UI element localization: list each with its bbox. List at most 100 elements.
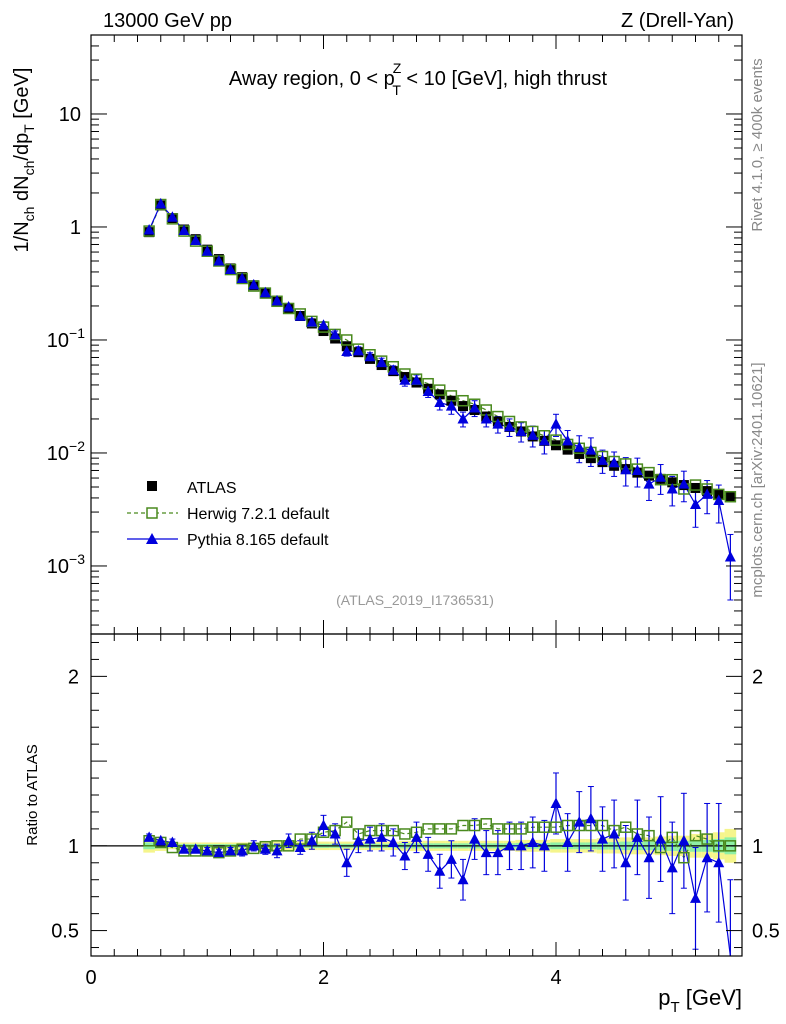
ratio-pythia-point <box>620 856 632 868</box>
pythia-point <box>631 464 643 475</box>
main-y-tick-label-base: 10 <box>47 443 69 465</box>
ratio-pythia-point <box>283 834 295 846</box>
pythia-point <box>236 272 248 283</box>
main-y-tick-label: 10−1 <box>47 325 85 352</box>
ratio-herwig-point <box>527 821 539 833</box>
ratio-pythia-point <box>643 851 655 863</box>
main-ylabel-p1: 1/N <box>11 221 33 252</box>
plot-title: Away region, 0 < pZ T < 10 [GeV], high th… <box>229 60 608 98</box>
pythia-point <box>352 344 364 356</box>
rivet-label: Rivet 4.1.0, ≥ 400k events <box>749 58 766 231</box>
pythia-point <box>318 319 329 330</box>
main-ylabel-p5: /dp <box>11 133 33 161</box>
pythia-point <box>713 494 725 505</box>
pythia-point <box>597 454 608 465</box>
ratio-pythia-point <box>538 839 550 851</box>
main-ylabel-p6: T <box>21 124 37 133</box>
ratio-panel-frame <box>90 633 743 957</box>
herwig-point <box>550 434 562 446</box>
legend-marker-pythia <box>146 533 158 544</box>
legend-label-pythia: Pythia 8.165 default <box>187 532 329 549</box>
pythia-point <box>620 463 632 475</box>
ratio-pythia-point <box>678 834 690 846</box>
ratio-herwig-point <box>457 819 469 832</box>
pythia-point <box>666 482 678 494</box>
pythia-point <box>724 551 736 562</box>
ratio-pythia-point <box>387 836 399 847</box>
pythia-point <box>143 224 155 235</box>
ratio-herwig-point <box>561 819 574 832</box>
ratio-herwig-point <box>492 823 504 835</box>
ratio-y-tick-label: 1 <box>68 836 79 858</box>
ratio-y-tick-label-right: 2 <box>752 666 763 688</box>
pythia-point <box>271 294 283 306</box>
ratio-pythia-point <box>713 856 725 868</box>
plot-title-part-1: Away region, 0 < p <box>229 68 395 90</box>
pythia-point <box>201 245 213 256</box>
ratio-pythia-point <box>213 846 225 858</box>
ratio-herwig-point <box>701 833 713 845</box>
pythia-point <box>399 374 411 385</box>
ratio-pythia-point <box>434 865 446 876</box>
main-panel <box>143 197 737 601</box>
pythia-point <box>573 441 585 452</box>
plot-title-sup: Z <box>393 60 402 76</box>
main-y-tick-label-exp: −3 <box>69 551 85 567</box>
pythia-point <box>341 345 353 357</box>
ratio-pythia-point <box>655 833 667 844</box>
plot-title-part-2: < 10 [GeV], high thrust <box>401 68 608 90</box>
xlabel-p3: [GeV] <box>680 985 742 1010</box>
analysis-label: (ATLAS_2019_I1736531) <box>336 592 494 608</box>
ratio-y-tick-label-right: 0.5 <box>752 921 780 943</box>
main-y-tick-label-base: 10 <box>47 330 69 352</box>
x-tick-label: 0 <box>85 967 96 989</box>
ratio-pythia-point <box>492 846 504 858</box>
ratio-panel <box>91 772 742 957</box>
pythia-point <box>178 224 190 236</box>
ratio-herwig-point <box>341 816 353 828</box>
pythia-point <box>480 412 492 424</box>
pythia-point <box>492 418 504 429</box>
ratio-pythia-point <box>666 861 678 873</box>
main-y-tick-label-base: 10 <box>47 556 69 578</box>
ratio-herwig-point <box>503 823 516 835</box>
pythia-point <box>294 310 306 321</box>
ratio-herwig-point <box>596 819 609 832</box>
herwig-line <box>148 203 731 498</box>
legend-marker-herwig <box>146 507 158 519</box>
main-y-tick-label: 10 <box>59 104 81 126</box>
ratio-herwig-point <box>678 851 690 864</box>
pythia-point <box>434 396 446 407</box>
ratio-herwig-point <box>550 821 562 833</box>
ratio-pythia-point <box>445 853 457 864</box>
ratio-pythia-point <box>236 844 248 856</box>
ratio-pythia-point <box>469 833 481 844</box>
ratio-pythia-point <box>225 844 236 856</box>
ratio-pythia-point <box>329 827 341 839</box>
ratio-herwig-point <box>620 821 632 833</box>
pythia-point <box>504 420 515 432</box>
main-ylabel-p3: dN <box>11 175 33 206</box>
pythia-point <box>422 385 434 396</box>
main-ylabel: 1/Nch dNch/dpT [GeV] <box>11 68 37 253</box>
ratio-pythia-point <box>562 836 574 847</box>
pythia-point <box>445 400 457 411</box>
ratio-ylabel: Ratio to ATLAS <box>24 744 41 845</box>
pythia-point <box>538 434 550 446</box>
herwig-point <box>434 384 446 396</box>
pythia-point <box>190 234 202 245</box>
ratio-y-tick-label: 0.5 <box>51 921 79 943</box>
ratio-pythia-point <box>155 834 167 846</box>
ratio-pythia-point <box>271 844 283 856</box>
ratio-pythia-point <box>550 797 562 808</box>
ratio-herwig-point <box>480 818 492 830</box>
legend-marker-atlas <box>147 481 157 491</box>
main-y-tick-label: 10−3 <box>47 551 85 578</box>
ratio-pythia-point <box>504 839 515 851</box>
ratio-pythia-point <box>248 839 260 851</box>
main-ylabel-p7: [GeV] <box>11 68 33 125</box>
ratio-pythia-point <box>341 856 353 868</box>
ratio-pythia-point <box>201 844 213 856</box>
ratio-herwig-point <box>387 824 399 837</box>
